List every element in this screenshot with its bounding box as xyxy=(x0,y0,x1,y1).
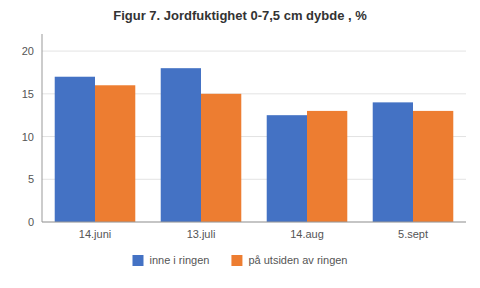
chart-svg: Figur 7. Jordfuktighet 0-7,5 cm dybde , … xyxy=(0,0,480,288)
x-tick-label: 13.juli xyxy=(187,228,216,240)
legend-label: på utsiden av ringen xyxy=(248,254,347,266)
y-tick-label: 15 xyxy=(22,88,34,100)
bar xyxy=(267,115,307,222)
grid-line xyxy=(42,222,466,223)
y-tick-label: 0 xyxy=(28,216,34,228)
bar xyxy=(95,85,135,222)
legend-item: inne i ringen xyxy=(132,254,209,266)
legend: inne i ringen på utsiden av ringen xyxy=(132,254,347,266)
bar xyxy=(55,77,95,222)
bar xyxy=(307,111,347,222)
x-axis-line xyxy=(42,222,466,223)
legend-swatch xyxy=(231,255,242,266)
y-tick-label: 10 xyxy=(22,131,34,143)
x-tick-label: 14.aug xyxy=(290,228,324,240)
grid-line xyxy=(42,51,466,52)
chart-container: Figur 7. Jordfuktighet 0-7,5 cm dybde , … xyxy=(0,0,480,288)
y-tick-label: 20 xyxy=(22,45,34,57)
bar xyxy=(413,111,453,222)
x-tick-label: 14.juni xyxy=(79,228,111,240)
bar xyxy=(373,102,413,222)
chart-title: Figur 7. Jordfuktighet 0-7,5 cm dybde , … xyxy=(113,8,367,23)
bar xyxy=(161,68,201,222)
x-tick-label: 5.sept xyxy=(398,228,428,240)
legend-label: inne i ringen xyxy=(149,254,209,266)
y-axis-line xyxy=(42,34,43,222)
bars xyxy=(55,68,454,222)
legend-swatch xyxy=(132,255,143,266)
bar xyxy=(201,94,241,222)
grid xyxy=(42,51,466,222)
y-tick-label: 5 xyxy=(28,173,34,185)
legend-item: på utsiden av ringen xyxy=(231,254,347,266)
